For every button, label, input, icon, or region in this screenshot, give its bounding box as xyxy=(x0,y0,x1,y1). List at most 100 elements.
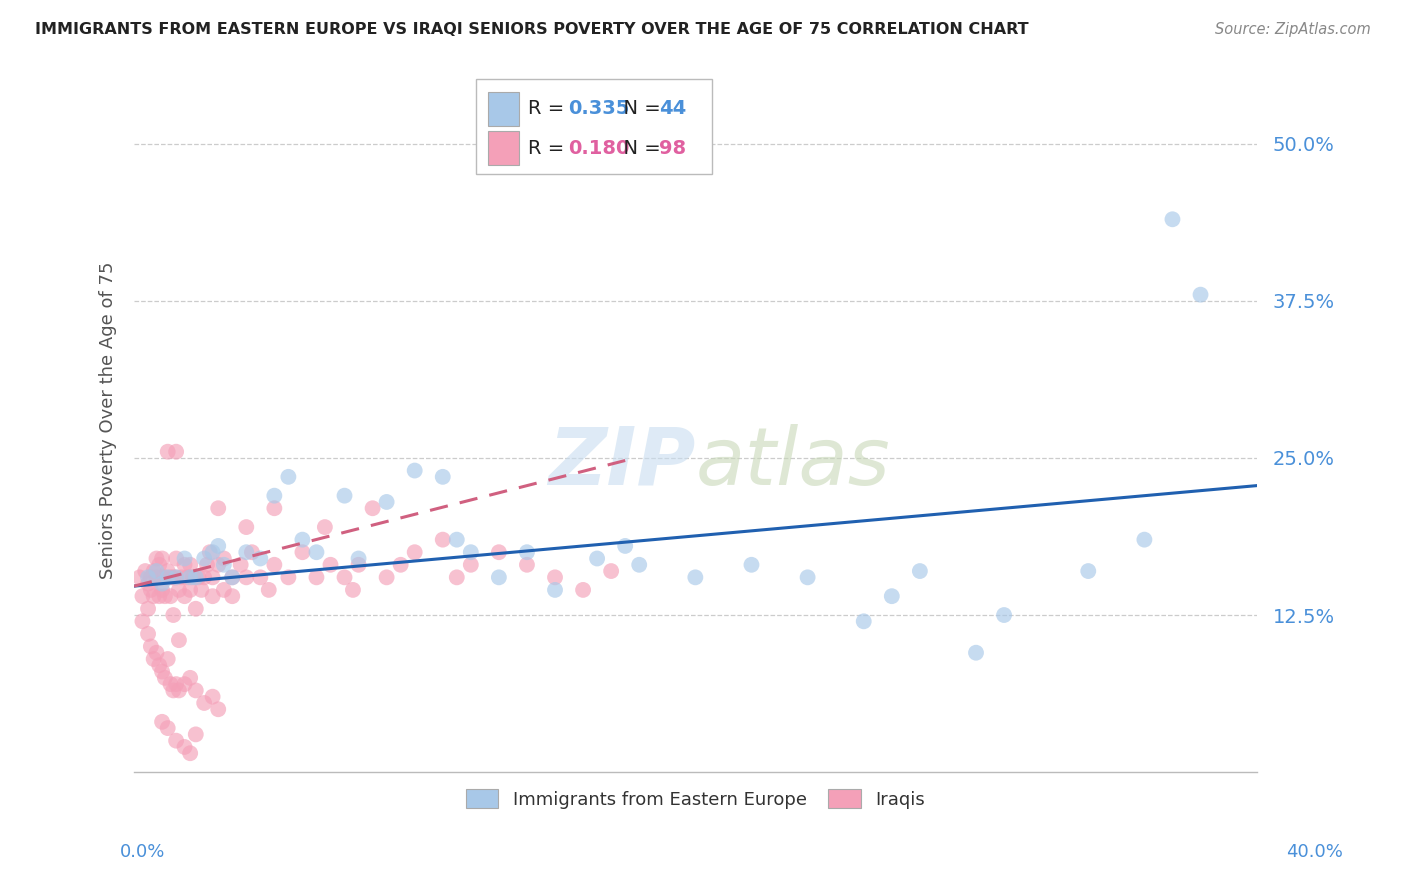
Point xyxy=(131,589,153,603)
Point xyxy=(516,558,538,572)
Point xyxy=(184,601,207,615)
Point xyxy=(263,489,285,503)
Point xyxy=(136,627,159,641)
Point xyxy=(139,570,162,584)
Point xyxy=(187,570,209,584)
Point xyxy=(572,582,595,597)
Point xyxy=(347,558,370,572)
Point xyxy=(221,589,243,603)
Point xyxy=(257,582,280,597)
Point xyxy=(150,551,173,566)
Point xyxy=(145,551,167,566)
Point xyxy=(235,520,257,534)
Point xyxy=(148,658,170,673)
Point xyxy=(249,551,271,566)
Point xyxy=(361,501,384,516)
Point xyxy=(389,558,412,572)
Y-axis label: Seniors Poverty Over the Age of 75: Seniors Poverty Over the Age of 75 xyxy=(100,261,117,579)
Text: 0.335: 0.335 xyxy=(568,99,630,118)
Point xyxy=(167,633,190,648)
Point xyxy=(1077,564,1099,578)
Point xyxy=(142,589,165,603)
Point xyxy=(235,545,257,559)
Point xyxy=(131,615,153,629)
Point xyxy=(375,495,398,509)
Point xyxy=(221,570,243,584)
Point xyxy=(404,545,426,559)
Point xyxy=(263,558,285,572)
Point xyxy=(965,646,987,660)
Point xyxy=(207,501,229,516)
Point xyxy=(145,646,167,660)
Point xyxy=(195,558,218,572)
Point xyxy=(488,545,510,559)
Point xyxy=(156,570,179,584)
Point xyxy=(173,589,195,603)
Point xyxy=(159,677,181,691)
Point xyxy=(314,520,336,534)
Point xyxy=(291,545,314,559)
Point xyxy=(880,589,903,603)
Point xyxy=(305,545,328,559)
Point xyxy=(796,570,818,584)
Text: IMMIGRANTS FROM EASTERN EUROPE VS IRAQI SENIORS POVERTY OVER THE AGE OF 75 CORRE: IMMIGRANTS FROM EASTERN EUROPE VS IRAQI … xyxy=(35,22,1029,37)
Point xyxy=(432,533,454,547)
Point xyxy=(207,702,229,716)
Point xyxy=(347,551,370,566)
Point xyxy=(142,564,165,578)
Point xyxy=(179,671,201,685)
Point xyxy=(145,570,167,584)
Point xyxy=(165,551,187,566)
Point xyxy=(277,570,299,584)
FancyBboxPatch shape xyxy=(488,92,519,126)
Point xyxy=(460,545,482,559)
Point xyxy=(740,558,762,572)
Text: 0.180: 0.180 xyxy=(568,138,630,158)
Point xyxy=(235,570,257,584)
Point xyxy=(404,464,426,478)
Point xyxy=(184,683,207,698)
Point xyxy=(240,545,263,559)
Point xyxy=(432,470,454,484)
Point xyxy=(165,733,187,747)
Point xyxy=(134,564,156,578)
Point xyxy=(586,551,609,566)
Point xyxy=(148,558,170,572)
Point xyxy=(184,727,207,741)
Point xyxy=(150,576,173,591)
Point xyxy=(173,558,195,572)
Point xyxy=(159,570,181,584)
Point xyxy=(212,551,235,566)
Point xyxy=(1161,212,1184,227)
Point xyxy=(1189,287,1212,301)
Point xyxy=(229,558,252,572)
Point xyxy=(193,551,215,566)
Point xyxy=(159,589,181,603)
Text: 44: 44 xyxy=(659,99,686,118)
Text: ZIP: ZIP xyxy=(548,424,696,501)
Point xyxy=(156,444,179,458)
Point xyxy=(544,570,567,584)
Point xyxy=(167,683,190,698)
Point xyxy=(993,607,1015,622)
FancyBboxPatch shape xyxy=(488,131,519,165)
Point xyxy=(165,677,187,691)
Point xyxy=(201,690,224,704)
Point xyxy=(136,570,159,584)
Point xyxy=(153,570,176,584)
Point xyxy=(190,582,212,597)
Point xyxy=(908,564,931,578)
Point xyxy=(201,570,224,584)
Point xyxy=(165,570,187,584)
Point xyxy=(628,558,651,572)
Text: atlas: atlas xyxy=(696,424,890,501)
Text: N =: N = xyxy=(612,99,668,118)
Point xyxy=(150,665,173,679)
Point xyxy=(179,582,201,597)
Point xyxy=(333,489,356,503)
Point xyxy=(139,582,162,597)
Point xyxy=(142,652,165,666)
Point xyxy=(319,558,342,572)
Point xyxy=(249,570,271,584)
Point xyxy=(173,677,195,691)
